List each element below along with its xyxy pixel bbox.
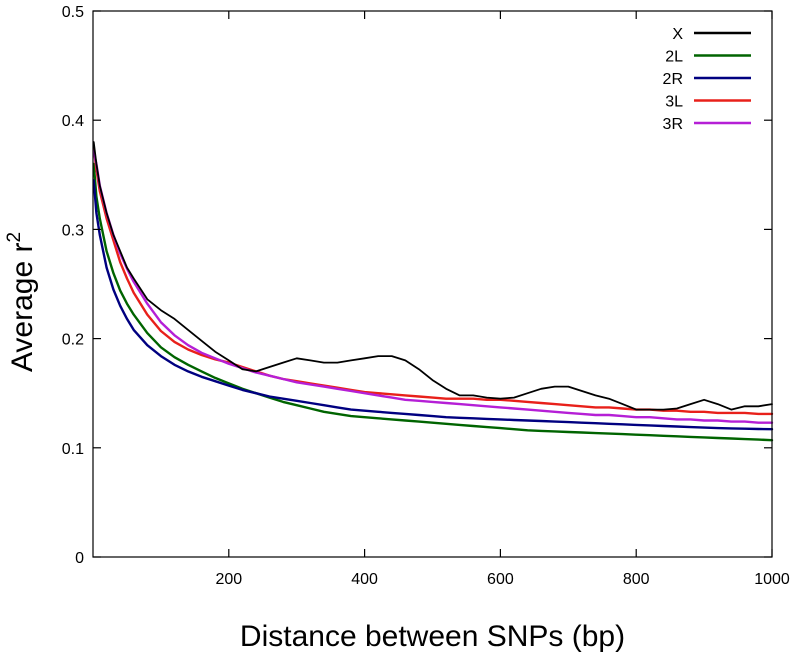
y-axis-title: Average r2 xyxy=(4,232,39,372)
series-line-2l xyxy=(92,162,774,442)
y-tick-label: 0.1 xyxy=(62,441,84,458)
y-axis: 0 0.1 0.2 0.3 0.4 0.5 xyxy=(62,4,772,567)
x-tick-label: 800 xyxy=(623,571,650,588)
series-line-3r xyxy=(92,149,774,424)
y-tick-label: 0.5 xyxy=(62,4,84,21)
series-layer xyxy=(92,141,774,442)
legend: X 2L 2R 3L 3R xyxy=(663,26,751,133)
x-axis-title: Distance between SNPs (bp) xyxy=(240,620,625,653)
y-tick-label: 0.3 xyxy=(62,222,84,239)
y-tick-label: 0.2 xyxy=(62,332,84,349)
legend-label-3l: 3L xyxy=(665,94,683,111)
legend-label-2l: 2L xyxy=(665,49,683,66)
x-tick-label: 400 xyxy=(351,571,378,588)
series-line-x xyxy=(92,141,773,411)
y-axis-title-main: Average r xyxy=(6,243,39,373)
x-tick-label: 1000 xyxy=(754,571,790,588)
legend-label-x: X xyxy=(672,26,683,43)
x-axis: 200 400 600 800 1000 xyxy=(215,11,790,588)
legend-label-2r: 2R xyxy=(663,71,683,88)
legend-label-3r: 3R xyxy=(663,116,683,133)
y-axis-title-superscript: 2 xyxy=(4,232,25,243)
y-tick-label: 0 xyxy=(75,550,84,567)
y-tick-label: 0.4 xyxy=(62,113,84,130)
plot-area-frame xyxy=(92,10,773,558)
x-tick-label: 600 xyxy=(487,571,514,588)
x-tick-label: 200 xyxy=(215,571,242,588)
series-line-2r xyxy=(92,179,774,431)
